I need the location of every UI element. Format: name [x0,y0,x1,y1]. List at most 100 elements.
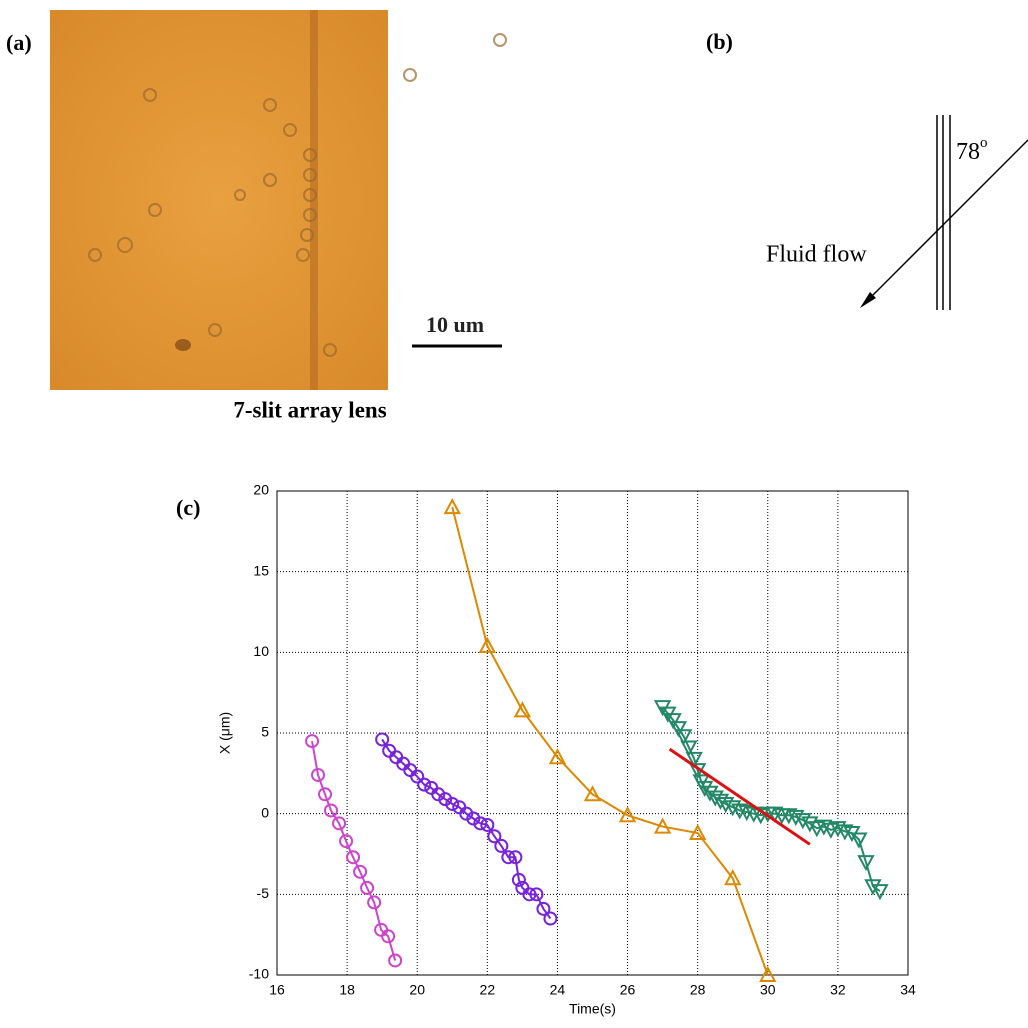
x-tick-label: 30 [760,982,776,998]
flow-label: Fluid flow [766,242,867,268]
angle-label: 78o [956,135,988,164]
marker [864,879,882,896]
caption: 7-slit array lens [233,397,386,422]
y-axis-label: X (μm) [217,712,233,754]
marker [583,785,602,802]
marker [857,855,875,872]
marker [653,817,672,834]
marker [311,767,326,782]
x-tick-label: 18 [339,982,355,998]
marker [305,734,320,749]
marker [829,821,847,838]
marker [494,838,509,853]
marker [794,813,812,830]
marker [787,809,805,827]
marker [410,769,425,784]
x-tick-label: 28 [690,982,706,998]
marker [685,751,703,768]
marker [669,721,688,738]
marker [431,787,446,802]
marker [459,806,474,821]
marker [513,701,532,718]
panel-label: (a) [6,30,32,55]
y-tick-label: 5 [261,724,269,740]
marker [360,880,375,895]
arrow-head [860,292,876,308]
marker [724,869,742,886]
marker [511,872,526,887]
marker [346,850,361,865]
marker [815,819,833,836]
x-tick-label: 24 [550,982,566,998]
marker [438,792,453,807]
marker [417,777,432,792]
y-tick-label: -5 [257,885,270,901]
marker [445,796,460,811]
marker [724,800,742,817]
marker [536,901,551,916]
series-line [311,740,397,961]
particle [175,339,191,351]
marker [543,911,558,926]
marker [375,732,390,747]
marker [478,636,497,653]
marker [367,895,382,910]
marker [696,780,714,797]
marker [522,887,537,902]
marker [388,953,403,968]
x-axis-label: Time(s) [569,1001,616,1017]
chart: 16 18 20 22 24 26 28 30 32 34 -10 -5 0 5 10 15 20 Time(s)… [217,482,916,1017]
marker [529,887,544,902]
x-tick-label: 16 [269,982,285,998]
marker [381,929,396,944]
y-tick-label: 20 [253,482,269,498]
marker [664,713,682,730]
marker [871,884,889,901]
scale-bar-label: 10 um [426,312,484,337]
panel-label: (b) [706,29,733,54]
marker [801,816,819,833]
marker [618,806,637,823]
marker [466,811,481,826]
plot-frame [276,490,909,976]
marker [323,803,338,818]
marker [701,785,719,802]
angle-value: 78 [956,139,980,165]
marker [353,864,368,879]
marker [548,748,567,765]
x-tick-label: 20 [409,982,425,998]
x-tick-label: 32 [830,982,846,998]
x-tick-label: 34 [900,982,916,998]
marker [501,850,516,865]
marker [680,740,698,757]
marker [674,729,693,746]
marker [473,816,488,831]
marker [711,793,730,810]
series-line [668,747,811,846]
marker [487,829,502,844]
y-tick-label: -10 [249,966,269,982]
angle-unit: o [980,135,988,151]
marker [480,817,495,832]
marker [339,834,354,849]
series-line [661,706,881,892]
marker [508,850,523,865]
series-line [381,738,552,920]
marker [332,816,347,831]
series-line [451,506,769,976]
marker [717,796,735,814]
slits [861,115,1028,310]
x-tick-label: 22 [480,982,496,998]
y-tick-label: 0 [261,804,269,820]
panel-label: (c) [176,495,200,520]
marker [850,832,868,849]
marker [318,787,333,802]
marker [443,498,461,515]
particles [88,33,507,357]
marker [688,823,707,841]
y-tick-label: 15 [253,562,269,578]
marker [759,965,777,982]
x-tick-label: 26 [620,982,636,998]
